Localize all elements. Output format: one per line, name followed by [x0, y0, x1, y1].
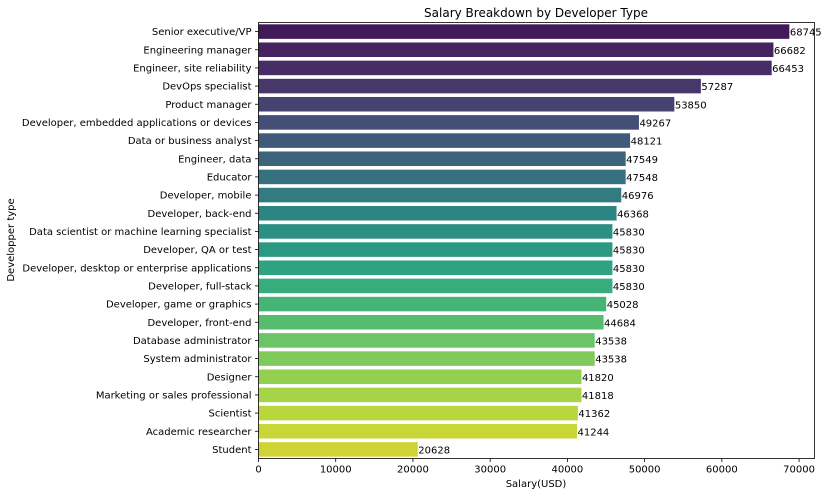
category-label: Senior executive/VP — [152, 27, 252, 38]
category-label: Developer, QA or test — [143, 245, 251, 256]
bar-value-label: 41818 — [582, 391, 614, 402]
category-label: Engineer, data — [178, 154, 251, 165]
bar-value-label: 48121 — [631, 137, 663, 148]
x-tick-label: 20000 — [397, 465, 429, 476]
category-label: Developer, back-end — [148, 209, 252, 220]
bar-value-label: 57287 — [701, 82, 733, 93]
category-label: Developer, game or graphics — [106, 300, 252, 311]
bar-value-label: 46976 — [622, 191, 654, 202]
bar-value-label: 49267 — [639, 118, 671, 129]
category-label: Engineering manager — [143, 45, 252, 56]
bar-value-label: 45830 — [613, 246, 645, 257]
bar-value-label: 20628 — [418, 445, 450, 456]
category-label: Student — [212, 445, 251, 456]
category-label: Product manager — [165, 100, 252, 111]
x-tick-label: 70000 — [783, 465, 815, 476]
category-label: Developer, full-stack — [148, 281, 252, 292]
value-labels-group: 68745 66682 66453 57287 53850 49267 48121 47549… — [418, 28, 821, 457]
category-label: Database administrator — [133, 336, 252, 347]
x-ticks-group: 0 10000 20000 30000 40000 50000 60000 70000 — [255, 458, 815, 476]
chart-title: Salary Breakdown by Developer Type — [424, 6, 648, 20]
x-tick-label: 50000 — [629, 465, 661, 476]
bar — [258, 242, 613, 257]
bar — [258, 205, 617, 221]
bar-value-label: 44684 — [604, 318, 636, 329]
bar-value-label: 45830 — [613, 282, 645, 293]
bar-value-label: 45028 — [607, 300, 639, 311]
category-label: Scientist — [209, 409, 252, 420]
bar-value-label: 46368 — [617, 209, 649, 220]
bar — [258, 24, 790, 39]
bar — [258, 278, 613, 294]
bar — [258, 333, 595, 348]
bar-value-label: 43538 — [595, 355, 627, 366]
category-label: DevOps specialist — [162, 82, 251, 93]
x-tick-label: 40000 — [551, 465, 583, 476]
bar — [258, 314, 604, 330]
bar — [258, 296, 607, 312]
y-axis-label: Developper type — [6, 198, 17, 281]
category-label: Engineer, site reliability — [133, 63, 251, 74]
bar — [258, 169, 626, 185]
bar — [258, 369, 582, 385]
bar-value-label: 41362 — [578, 409, 610, 420]
bar — [258, 60, 772, 76]
bar — [258, 78, 701, 94]
bar — [258, 96, 675, 112]
bar-value-label: 66453 — [772, 64, 804, 75]
bar-value-label: 53850 — [675, 100, 707, 111]
bar — [258, 260, 613, 276]
bar — [258, 387, 582, 403]
bar — [258, 423, 577, 439]
bar — [258, 351, 595, 366]
category-label: Developer, embedded applications or devi… — [22, 118, 252, 129]
bar-value-label: 66682 — [774, 46, 806, 57]
category-labels-group: Senior executive/VP Engineering manager En… — [22, 27, 259, 456]
category-label: Marketing or sales professional — [96, 390, 252, 401]
bar-value-label: 45830 — [613, 227, 645, 238]
bar — [258, 133, 631, 148]
bar — [258, 187, 622, 203]
category-label: Data scientist or machine learning speci… — [29, 227, 251, 238]
bar-value-label: 47548 — [626, 173, 658, 184]
bar — [258, 42, 774, 58]
x-tick-label: 60000 — [706, 465, 738, 476]
category-label: Developer, front-end — [147, 318, 251, 329]
category-label: Educator — [207, 172, 253, 183]
x-tick-label: 10000 — [320, 465, 352, 476]
bar — [258, 224, 613, 239]
category-label: System administrator — [143, 354, 252, 365]
bar-value-label: 41244 — [577, 427, 609, 438]
bar — [258, 442, 418, 457]
x-tick-label: 0 — [255, 465, 261, 476]
plot-frame — [258, 22, 815, 459]
bars-group — [258, 24, 790, 457]
bar-value-label: 45830 — [613, 264, 645, 275]
bar-value-label: 43538 — [595, 336, 627, 347]
x-axis-label: Salary(USD) — [506, 479, 567, 490]
bar-value-label: 68745 — [790, 28, 822, 39]
bar — [258, 405, 578, 421]
bar-value-label: 47549 — [626, 155, 658, 166]
bar — [258, 115, 639, 130]
bar-value-label: 41820 — [582, 373, 614, 384]
category-label: Designer — [207, 372, 253, 383]
bar — [258, 151, 626, 167]
category-label: Academic researcher — [146, 427, 252, 438]
category-label: Developer, mobile — [160, 191, 252, 202]
category-label: Data or business analyst — [128, 136, 252, 147]
x-tick-label: 30000 — [474, 465, 506, 476]
category-label: Developer, desktop or enterprise applica… — [22, 263, 251, 274]
